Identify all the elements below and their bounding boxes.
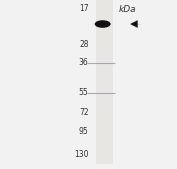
Text: kDa: kDa [119, 5, 136, 14]
Text: 95: 95 [79, 127, 88, 136]
Text: 72: 72 [79, 107, 88, 116]
Bar [96, 0, 113, 164]
Text: 55: 55 [79, 88, 88, 97]
Text: 17: 17 [79, 4, 88, 14]
Ellipse shape [95, 20, 111, 28]
Text: 130: 130 [74, 150, 88, 159]
Text: 36: 36 [79, 58, 88, 67]
Text: 28: 28 [79, 40, 88, 49]
